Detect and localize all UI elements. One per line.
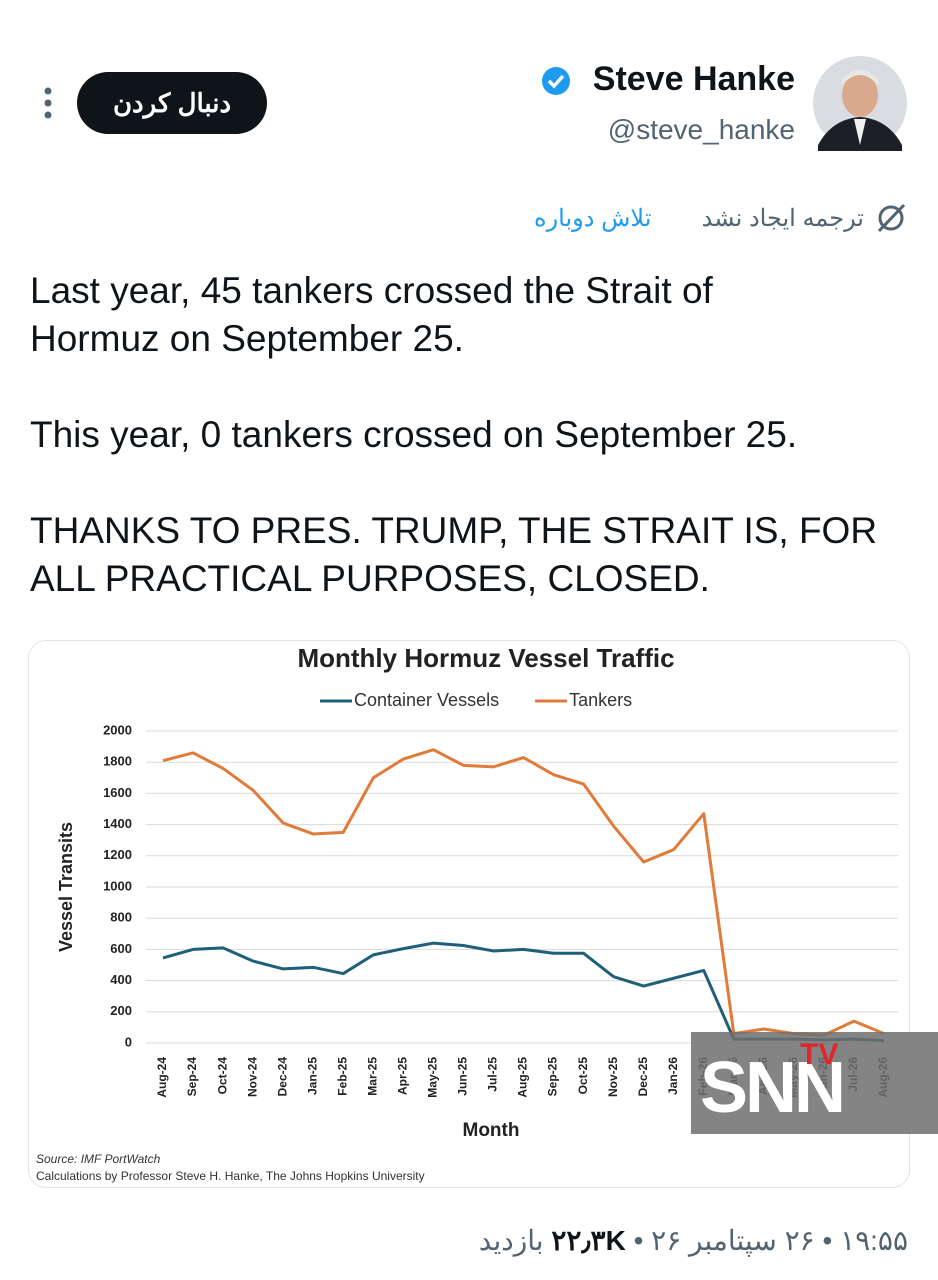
x-tick-label: Jul-25 xyxy=(486,1057,500,1092)
x-tick-label: Dec-25 xyxy=(636,1057,650,1097)
paragraph: THANKS TO PRES. TRUMP, THE STRAIT IS, FO… xyxy=(30,507,920,603)
translation-status: ترجمه ایجاد نشد xyxy=(701,205,864,232)
text-line: This year, 0 tankers crossed on Septembe… xyxy=(30,414,798,455)
x-tick-label: Aug-24 xyxy=(155,1057,169,1098)
legend-label: Container Vessels xyxy=(354,690,499,710)
y-tick-label: 1400 xyxy=(103,816,132,831)
x-tick-label: Sep-25 xyxy=(546,1057,560,1097)
x-tick-label: Feb-25 xyxy=(335,1057,349,1096)
y-tick-label: 1200 xyxy=(103,847,132,862)
chart-card xyxy=(28,640,910,1188)
source: Source: IMF PortWatch xyxy=(36,1152,161,1166)
series-line xyxy=(162,748,885,1037)
x-tick-label: Jun-25 xyxy=(456,1057,470,1096)
date: ۲۶ سپتامبر ۲۶ xyxy=(651,1225,815,1256)
x-tick-label: Nov-24 xyxy=(245,1057,259,1097)
text-line: THANKS TO PRES. TRUMP, THE STRAIT IS, FO… xyxy=(30,510,878,551)
legend-label: Tankers xyxy=(569,690,632,710)
note: Calculations by Professor Steve H. Hanke… xyxy=(36,1169,425,1183)
tweet-meta: ۱۹:۵۵ • ۲۶ سپتامبر ۲۶ • ۲۲٫۳K بازدید xyxy=(478,1225,908,1256)
series-line xyxy=(162,941,885,1043)
display-name[interactable]: Steve Hanke xyxy=(592,60,795,98)
paragraph: Last year, 45 tankers crossed the Strait… xyxy=(30,267,920,363)
watermark-tv: TV xyxy=(800,1038,839,1071)
y-axis-label: Vessel Transits xyxy=(56,822,76,952)
y-tick-label: 0 xyxy=(125,1034,132,1049)
avatar[interactable] xyxy=(812,55,908,151)
x-tick-label: Mar-25 xyxy=(365,1057,379,1096)
y-tick-label: 200 xyxy=(110,1003,132,1018)
retry-link[interactable]: تلاش دوباره xyxy=(534,205,652,232)
y-tick-label: 1600 xyxy=(103,785,132,800)
time: ۱۹:۵۵ xyxy=(840,1225,908,1256)
x-axis-label: Month xyxy=(463,1120,520,1141)
y-tick-label: 2000 xyxy=(103,722,132,737)
x-tick-label: Jan-26 xyxy=(666,1057,680,1095)
x-tick-label: Apr-25 xyxy=(396,1057,410,1095)
text-line: ALL PRACTICAL PURPOSES, CLOSED. xyxy=(30,558,710,599)
watermark-logo: SNN xyxy=(700,1048,846,1128)
tweet-text: Last year, 45 tankers crossed the Strait… xyxy=(30,267,920,651)
y-tick-label: 600 xyxy=(110,941,132,956)
x-tick-label: Oct-25 xyxy=(576,1057,590,1095)
y-tick-label: 1000 xyxy=(103,878,132,893)
views-count: ۲۲٫۳K xyxy=(551,1225,626,1256)
text-line: Hormuz on September 25. xyxy=(30,318,464,359)
y-tick-label: 800 xyxy=(110,910,132,925)
more-menu[interactable] xyxy=(38,86,58,122)
y-tick-label: 1800 xyxy=(103,754,132,769)
views-label: بازدید xyxy=(478,1225,544,1256)
x-tick-label: Nov-25 xyxy=(606,1057,620,1097)
y-tick-label: 400 xyxy=(110,972,132,987)
paragraph: This year, 0 tankers crossed on Septembe… xyxy=(30,411,920,459)
handle[interactable]: @steve_hanke xyxy=(607,114,795,145)
x-tick-label: Sep-24 xyxy=(185,1057,199,1097)
x-tick-label: Dec-24 xyxy=(275,1057,289,1097)
text-line: Last year, 45 tankers crossed the Strait… xyxy=(30,270,713,311)
x-tick-label: Jan-25 xyxy=(305,1057,319,1095)
x-tick-label: Oct-24 xyxy=(215,1057,229,1095)
translate-icon xyxy=(877,203,906,233)
verified-badge xyxy=(542,67,570,95)
x-tick-label: Aug-25 xyxy=(516,1057,530,1098)
x-tick-label: May-25 xyxy=(426,1057,440,1098)
chart: Monthly Hormuz Vessel Traffic Vessel Tra… xyxy=(36,643,898,1183)
chart-title: Monthly Hormuz Vessel Traffic xyxy=(297,643,674,673)
watermark-box xyxy=(691,1032,938,1134)
follow-button[interactable]: دنبال کردن xyxy=(77,72,267,134)
